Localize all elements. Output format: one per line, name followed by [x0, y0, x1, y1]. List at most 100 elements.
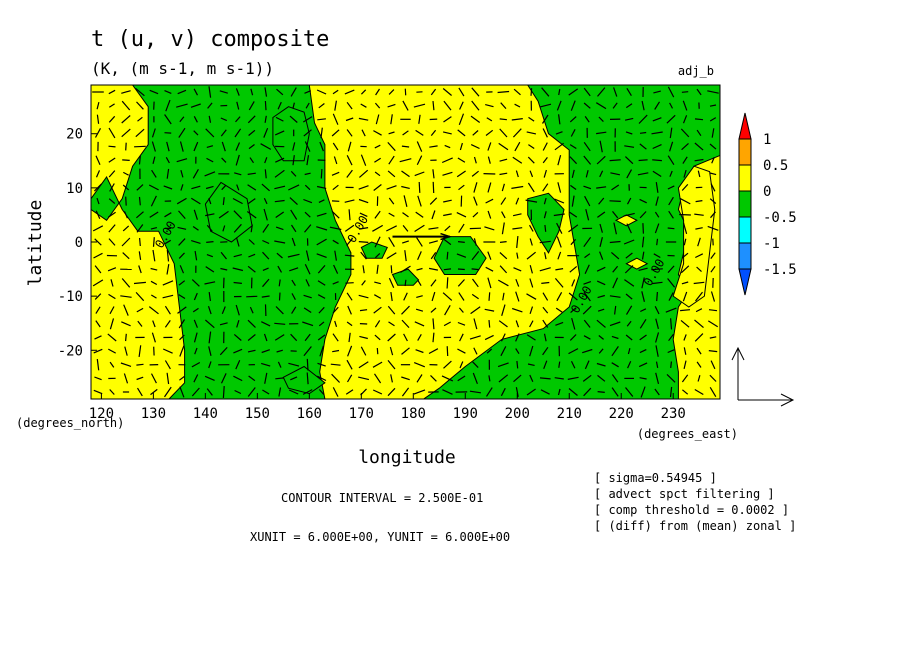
- wind-vector: [399, 158, 412, 163]
- wind-vector: [235, 154, 240, 166]
- wind-vector: [166, 141, 170, 152]
- wind-vector: [667, 185, 675, 190]
- wind-vector: [233, 348, 243, 354]
- wind-vector: [652, 170, 662, 178]
- wind-vector: [94, 293, 102, 300]
- wind-vector: [584, 116, 590, 123]
- y-tick-label: 20: [66, 127, 83, 143]
- wind-vector: [485, 387, 493, 397]
- wind-vector: [317, 265, 326, 274]
- wind-vector: [275, 226, 284, 231]
- wind-vector: [669, 386, 673, 398]
- wind-vector: [597, 391, 605, 393]
- wind-vector: [108, 157, 116, 163]
- wind-vector: [543, 211, 547, 219]
- wind-vector: [567, 376, 579, 380]
- wind-vector: [542, 142, 548, 151]
- wind-vector: [500, 333, 506, 342]
- wind-vector: [626, 197, 632, 205]
- wind-vector: [123, 211, 128, 219]
- wind-vector: [264, 157, 268, 164]
- wind-vector: [262, 223, 270, 233]
- wind-vector: [138, 265, 142, 274]
- chart-tag: adj_b: [678, 64, 714, 78]
- wind-vector: [415, 129, 424, 136]
- wind-vector: [554, 377, 564, 380]
- wind-vector: [571, 195, 575, 207]
- wind-vector: [609, 321, 621, 327]
- wind-vector: [94, 265, 102, 274]
- wind-vector: [138, 155, 141, 165]
- wind-vector: [557, 182, 562, 193]
- wind-vector: [471, 268, 480, 271]
- wind-vector: [133, 281, 146, 285]
- wind-vector: [263, 127, 269, 138]
- wind-vector: [290, 209, 298, 220]
- wind-vector: [274, 199, 285, 203]
- wind-vector: [135, 87, 145, 97]
- wind-vector: [162, 348, 173, 354]
- wind-vector: [470, 306, 481, 315]
- wind-vector: [344, 254, 355, 257]
- wind-vector: [417, 334, 422, 341]
- wind-vector: [346, 321, 353, 327]
- wind-vector: [358, 294, 369, 299]
- wind-vector: [639, 198, 647, 204]
- wind-vector: [471, 170, 479, 177]
- wind-vector: [207, 102, 213, 109]
- wind-vector: [441, 157, 453, 164]
- wind-vector: [501, 183, 505, 192]
- wind-vector: [417, 195, 422, 207]
- wind-vector: [597, 87, 606, 97]
- wind-vector: [499, 241, 507, 243]
- wind-vector: [695, 308, 703, 313]
- wind-vector: [456, 253, 467, 258]
- wind-vector: [292, 155, 295, 166]
- wind-vector: [553, 213, 565, 217]
- wind-vector: [512, 156, 523, 164]
- wind-vector: [164, 305, 171, 315]
- wind-vector: [403, 292, 408, 301]
- wind-vector: [556, 292, 563, 302]
- wind-vector: [233, 333, 242, 341]
- wind-vector: [498, 320, 508, 328]
- wind-vector: [554, 198, 565, 204]
- wind-vector: [555, 131, 563, 135]
- wind-vector: [539, 267, 551, 272]
- wind-vector: [568, 292, 578, 301]
- wind-vector: [374, 236, 381, 248]
- wind-vector: [526, 334, 536, 341]
- wind-vector: [138, 196, 141, 206]
- wind-vector: [264, 100, 267, 111]
- wind-vector: [193, 88, 199, 96]
- wind-vector: [457, 241, 465, 243]
- wind-vector: [148, 184, 159, 191]
- wind-vector: [515, 348, 520, 355]
- wind-vector: [109, 361, 115, 368]
- wind-vector: [415, 211, 424, 218]
- wind-vector: [193, 374, 199, 383]
- wind-vector: [204, 171, 216, 177]
- wind-vector: [166, 168, 170, 179]
- wind-vector: [609, 200, 621, 202]
- wind-vector: [219, 322, 228, 326]
- wind-vector: [248, 129, 256, 136]
- wind-vector: [346, 169, 353, 178]
- wind-vector: [331, 373, 341, 383]
- wind-vector: [206, 254, 214, 258]
- wind-vector: [374, 294, 382, 299]
- wind-vector: [362, 265, 365, 274]
- wind-vector: [416, 155, 423, 165]
- colorbar-tick-label: 0.5: [763, 158, 788, 174]
- wind-vector: [683, 169, 687, 178]
- x-tick-label: 210: [557, 406, 582, 422]
- wind-vector: [598, 197, 605, 205]
- wind-vector: [624, 117, 634, 121]
- wind-vector: [274, 334, 285, 341]
- wind-vector: [235, 116, 241, 123]
- wind-vector: [136, 387, 143, 397]
- wind-vector: [583, 87, 591, 97]
- wind-vector: [291, 306, 297, 314]
- wind-vector: [220, 373, 227, 384]
- wind-vector: [264, 169, 267, 179]
